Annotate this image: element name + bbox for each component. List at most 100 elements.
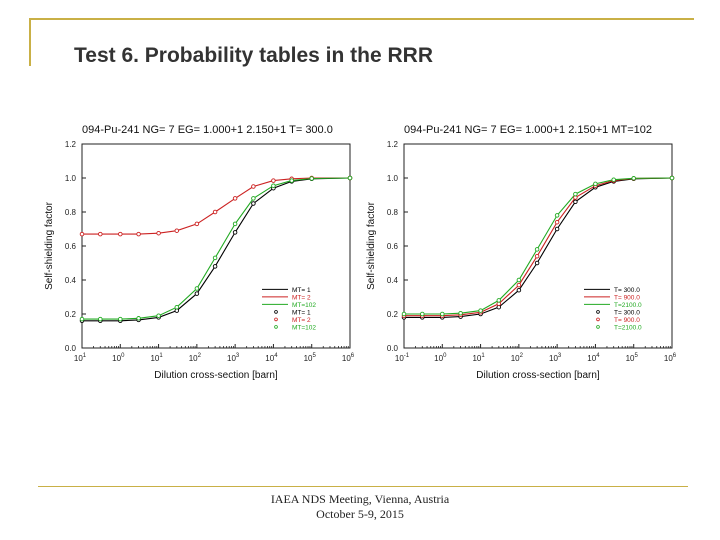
chart-left: 094-Pu-241 NG= 7 EG= 1.000+1 2.150+1 T= … <box>38 110 360 390</box>
data-point <box>156 313 161 318</box>
data-point <box>251 196 256 201</box>
data-point <box>516 282 522 288</box>
series-line <box>404 177 673 317</box>
legend-entry: MT=102 <box>292 302 316 309</box>
series-line <box>82 177 351 320</box>
data-point <box>534 260 540 266</box>
data-point <box>194 286 200 291</box>
data-point <box>554 219 560 225</box>
data-point <box>631 176 636 181</box>
data-point <box>98 316 103 322</box>
data-point <box>478 308 483 313</box>
data-point <box>118 231 123 237</box>
series-line <box>404 177 673 318</box>
data-point <box>534 253 540 259</box>
chart-title: 094-Pu-241 NG= 7 EG= 1.000+1 2.150+1 T= … <box>82 124 333 136</box>
y-tick-label: 0.4 <box>387 276 399 285</box>
legend-entry: MT= 1 <box>292 309 311 316</box>
chart-svg: 094-Pu-241 NG= 7 EG= 1.000+1 2.150+1 T= … <box>44 124 355 381</box>
data-point <box>347 175 353 181</box>
y-tick-label: 0.4 <box>65 276 77 285</box>
x-tick-label: 101 <box>150 353 163 363</box>
x-tick-label: 100 <box>112 353 125 363</box>
legend-marker <box>274 317 278 322</box>
x-tick-label: 103 <box>549 353 562 363</box>
data-point <box>420 311 425 317</box>
footer-meeting: IAEA NDS Meeting, Vienna, Austria <box>270 492 450 506</box>
legend-entry: T= 900.0 <box>614 294 640 301</box>
y-tick-label: 1.0 <box>65 174 77 183</box>
frame-accent-horizontal <box>29 18 694 20</box>
data-point <box>232 221 238 227</box>
x-tick-label: 104 <box>587 353 600 363</box>
slide-title: Test 6. Probability tables in the RRR <box>74 44 434 67</box>
data-point <box>251 201 256 206</box>
legend-marker <box>274 325 278 329</box>
y-tick-label: 0.8 <box>387 208 399 217</box>
data-point <box>174 228 180 233</box>
legend-marker <box>596 310 600 314</box>
frame-accent-vertical <box>29 18 31 66</box>
data-point <box>458 310 463 316</box>
x-tick-label: 101 <box>74 353 87 363</box>
data-point <box>232 196 238 201</box>
x-tick-label: 10-1 <box>395 353 410 363</box>
legend-entry: T=2100.0 <box>614 324 642 331</box>
data-point <box>554 226 560 232</box>
data-point <box>496 298 502 303</box>
data-point <box>573 199 578 205</box>
legend-entry: T=2100.0 <box>614 302 642 309</box>
data-point <box>554 213 560 218</box>
x-axis-label: Dilution cross-section [barn] <box>154 370 278 381</box>
data-point <box>212 264 218 269</box>
legend-entry: T= 300.0 <box>614 309 640 316</box>
data-point <box>156 230 161 236</box>
x-tick-label: 100 <box>434 353 447 363</box>
data-point <box>516 277 522 283</box>
data-point <box>593 181 598 187</box>
data-point <box>79 231 85 237</box>
data-point <box>440 311 445 317</box>
data-point <box>118 316 123 322</box>
y-tick-label: 0.0 <box>65 344 77 353</box>
chart-svg: 094-Pu-241 NG= 7 EG= 1.000+1 2.150+1 MT=… <box>366 124 677 381</box>
data-point <box>232 230 238 235</box>
x-tick-label: 104 <box>265 353 278 363</box>
legend-entry: MT= 2 <box>292 317 311 324</box>
x-tick-label: 102 <box>189 353 202 363</box>
data-point <box>136 231 141 237</box>
data-point <box>251 184 256 189</box>
legend-marker <box>596 317 600 322</box>
y-tick-label: 1.2 <box>387 140 399 149</box>
data-point <box>194 221 200 227</box>
legend-entry: MT= 2 <box>292 294 311 301</box>
data-point <box>309 176 314 181</box>
data-point <box>289 178 294 183</box>
data-point <box>271 183 276 188</box>
data-point <box>174 304 180 310</box>
data-point <box>98 231 103 237</box>
x-tick-label: 102 <box>511 353 524 363</box>
footer: IAEA NDS Meeting, Vienna, Austria Octobe… <box>0 492 720 522</box>
series-line <box>82 177 350 235</box>
y-tick-label: 0.8 <box>65 208 77 217</box>
footer-dates: October 5-9, 2015 <box>316 507 404 521</box>
x-tick-label: 105 <box>304 353 317 363</box>
data-point <box>271 178 276 183</box>
data-point <box>194 291 200 296</box>
data-point <box>516 287 522 293</box>
data-point <box>534 247 540 252</box>
data-point <box>573 191 578 197</box>
x-tick-label: 106 <box>664 353 677 363</box>
legend-entry: MT=102 <box>292 324 316 331</box>
data-point <box>79 316 85 322</box>
y-tick-label: 0.2 <box>65 310 77 319</box>
data-point <box>136 316 141 321</box>
data-point <box>212 255 218 261</box>
y-axis-label: Self-shielding factor <box>44 201 55 289</box>
data-point <box>212 209 218 215</box>
y-tick-label: 1.0 <box>387 174 399 183</box>
legend-entry: T= 900.0 <box>614 317 640 324</box>
data-point <box>401 311 407 317</box>
legend-entry: T= 300.0 <box>614 287 640 294</box>
